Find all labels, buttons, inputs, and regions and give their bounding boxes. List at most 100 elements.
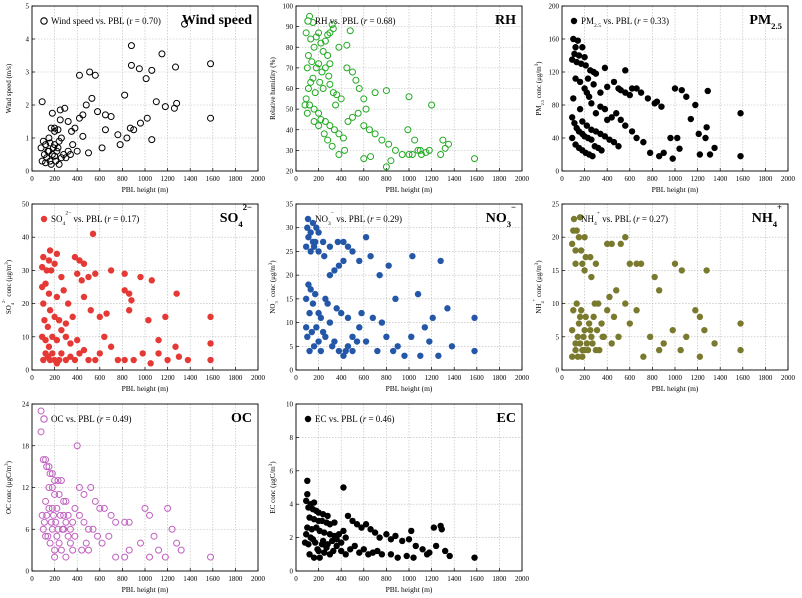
data-point — [44, 147, 52, 155]
legend-marker — [570, 215, 578, 223]
data-point — [62, 356, 70, 364]
y-tick-label: 35 — [286, 201, 294, 209]
x-tick-label: 200 — [313, 575, 324, 583]
data-point — [653, 98, 661, 105]
data-point — [319, 47, 327, 55]
data-point — [207, 553, 215, 561]
data-point — [96, 504, 104, 512]
x-tick-label: 200 — [579, 374, 590, 382]
data-point — [349, 333, 356, 340]
y-tick-label: 20 — [286, 168, 294, 176]
data-points — [568, 35, 744, 162]
data-point — [141, 504, 149, 512]
data-point — [360, 95, 368, 103]
data-point — [51, 313, 58, 321]
y-tick-label: 4 — [26, 36, 30, 44]
data-point — [358, 309, 365, 317]
data-point — [127, 42, 135, 50]
data-point — [125, 546, 133, 554]
data-point — [633, 85, 640, 92]
data-point — [678, 267, 685, 274]
data-point — [41, 317, 48, 324]
data-point — [53, 336, 61, 344]
data-point — [59, 525, 67, 533]
legend-marker — [40, 215, 48, 223]
data-point — [692, 101, 699, 109]
x-tick-label: 1400 — [447, 175, 462, 183]
data-point — [615, 143, 622, 150]
data-point — [107, 113, 115, 121]
data-point — [53, 250, 61, 257]
data-point — [92, 270, 99, 277]
data-point — [91, 71, 99, 79]
y-tick-label: 3 — [26, 69, 30, 77]
data-point — [332, 101, 340, 109]
data-point — [148, 277, 155, 284]
data-point — [56, 116, 64, 124]
data-point — [428, 101, 436, 109]
data-point — [374, 347, 381, 355]
panel-title: NO3− — [486, 202, 516, 229]
data-point — [367, 153, 375, 161]
data-point — [588, 333, 595, 340]
x-tick-label: 800 — [117, 175, 128, 183]
data-point — [164, 504, 172, 512]
data-point — [315, 122, 323, 130]
x-tick-label: 600 — [95, 575, 106, 583]
data-point — [207, 313, 214, 321]
data-point — [356, 257, 363, 265]
x-tick-label: 1600 — [206, 175, 221, 183]
data-point — [308, 58, 316, 66]
data-point — [344, 343, 352, 350]
data-point — [576, 340, 584, 347]
data-point — [338, 547, 345, 555]
x-tick-label: 800 — [647, 175, 658, 183]
y-tick-label: 40 — [286, 126, 294, 134]
data-point — [701, 326, 708, 334]
x-tick-label: 1200 — [425, 175, 440, 183]
x-tick-label: 800 — [381, 175, 392, 183]
data-point — [45, 484, 53, 491]
data-point — [598, 320, 605, 327]
data-point — [312, 64, 320, 72]
data-point — [173, 290, 180, 297]
data-point — [352, 76, 360, 84]
data-point — [61, 104, 69, 112]
data-point — [62, 518, 70, 526]
x-tick-label: 2000 — [781, 374, 796, 382]
data-point — [438, 526, 445, 533]
data-point — [419, 546, 426, 553]
data-point — [85, 273, 92, 281]
data-point — [317, 314, 325, 322]
x-tick-label: 1800 — [492, 575, 507, 583]
data-point — [376, 534, 383, 541]
data-point — [387, 536, 395, 543]
y-tick-label: 0 — [556, 367, 560, 375]
data-point — [334, 238, 342, 246]
data-point — [71, 356, 79, 364]
data-point — [405, 151, 413, 158]
data-point — [588, 136, 595, 143]
x-tick-label: 600 — [359, 374, 370, 382]
data-point — [703, 124, 710, 131]
data-point — [55, 160, 63, 168]
data-point — [54, 126, 62, 134]
data-point — [38, 511, 46, 519]
data-point — [328, 142, 336, 150]
y-tick-label: 80 — [552, 102, 560, 110]
data-point — [207, 60, 215, 68]
data-point — [655, 346, 663, 354]
data-point — [55, 490, 63, 498]
legend-label: PM2.5 vs. PBL (r = 0.33) — [581, 16, 669, 29]
y-axis-label: Relative humidity (%) — [269, 57, 277, 120]
data-point — [304, 85, 312, 92]
data-point — [422, 148, 430, 156]
data-point — [588, 100, 595, 107]
data-point — [48, 109, 56, 117]
legend-marker — [40, 17, 48, 25]
data-point — [365, 551, 372, 558]
y-tick-label: 0 — [26, 168, 30, 176]
data-point — [637, 89, 645, 96]
data-point — [71, 124, 79, 132]
data-point — [43, 267, 50, 274]
